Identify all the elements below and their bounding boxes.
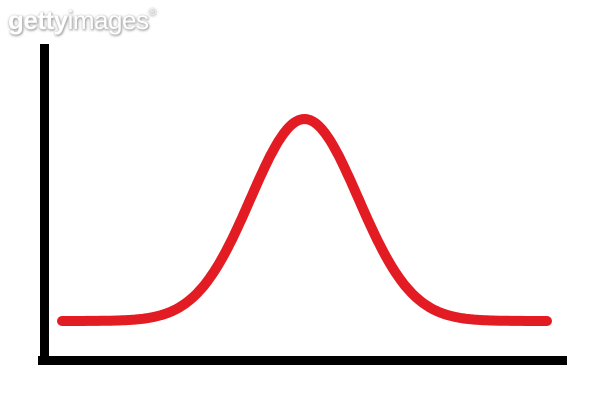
y-axis [40, 44, 49, 365]
bell-curve-line [57, 114, 552, 326]
registered-trademark-symbol: ® [148, 7, 156, 18]
x-axis [38, 356, 567, 365]
gettyimages-watermark: gettyimages® [8, 5, 156, 36]
watermark-brand-light: images [67, 5, 149, 35]
watermark-brand-bold: getty [8, 5, 68, 35]
